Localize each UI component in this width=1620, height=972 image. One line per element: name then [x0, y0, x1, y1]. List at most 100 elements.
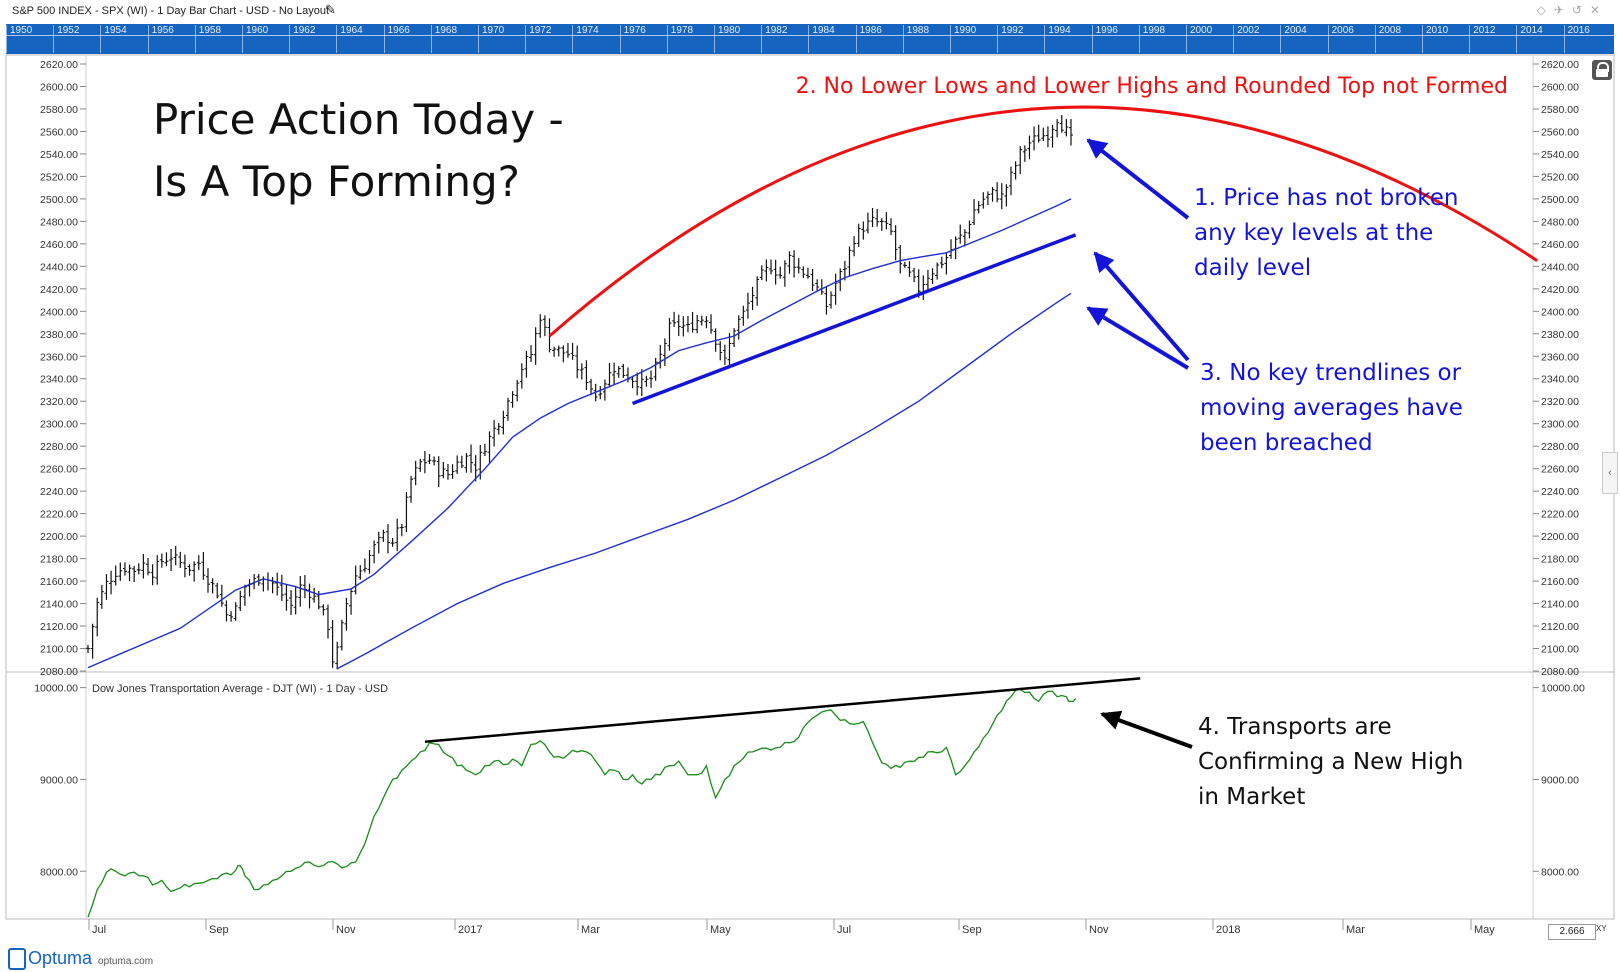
year-label-2016[interactable]: 2016	[1563, 25, 1590, 53]
year-label-1952[interactable]: 1952	[53, 25, 79, 53]
close-icon[interactable]: ✕	[1589, 3, 1608, 17]
year-label-2000[interactable]: 2000	[1186, 25, 1212, 53]
pin-icon[interactable]: ✈	[1553, 3, 1572, 17]
year-label-2012[interactable]: 2012	[1469, 25, 1495, 53]
year-label-1962[interactable]: 1962	[289, 25, 315, 53]
lock-icon[interactable]	[1592, 60, 1612, 80]
zoom-level-field[interactable]: 2.666	[1548, 924, 1596, 940]
year-label-1950[interactable]: 1950	[6, 25, 32, 53]
note-1-line-3: daily level	[1194, 255, 1311, 281]
year-label-1994[interactable]: 1994	[1044, 25, 1071, 53]
year-label-1990[interactable]: 1990	[950, 25, 976, 53]
window-controls[interactable]: ◇✈↺✕	[1537, 3, 1608, 17]
y-tick-label-right: 2360.00	[1541, 351, 1579, 363]
y-tick-label: 2080.00	[40, 666, 78, 678]
lower-y-tick-label: 10000.00	[34, 683, 78, 695]
year-label-1974[interactable]: 1974	[572, 25, 599, 53]
x-tick-label: Mar	[1346, 924, 1365, 936]
y-tick-label: 2220.00	[40, 509, 78, 521]
pen-icon[interactable]: ✎	[325, 2, 336, 17]
year-overview-bar[interactable]: 1950 1952 1954 1956 1958 1960 1962 1964 1966 1968…	[6, 24, 1614, 54]
lower-y-tick-label-right: 9000.00	[1541, 774, 1579, 786]
x-tick-label: Nov	[336, 924, 356, 936]
year-label-1982[interactable]: 1982	[761, 25, 787, 53]
y-tick-label: 2300.00	[40, 419, 78, 431]
y-tick-label: 2540.00	[40, 149, 78, 161]
x-tick-label: 2017	[458, 924, 482, 936]
y-tick-label-right: 2540.00	[1541, 149, 1579, 161]
year-label-1970[interactable]: 1970	[478, 25, 504, 53]
lower-y-tick-label-right: 10000.00	[1541, 683, 1585, 695]
year-label-2004[interactable]: 2004	[1280, 25, 1307, 53]
note-1-line-1: 1. Price has not broken	[1194, 185, 1458, 211]
note-4-line-2: Confirming a New High	[1198, 749, 1463, 775]
y-tick-label-right: 2460.00	[1541, 239, 1579, 251]
year-label-1996[interactable]: 1996	[1091, 25, 1118, 53]
y-tick-label-right: 2240.00	[1541, 486, 1579, 498]
x-tick-label: May	[1474, 924, 1495, 936]
y-tick-label-right: 2100.00	[1541, 644, 1579, 656]
year-label-1964[interactable]: 1964	[336, 25, 363, 53]
note-3-line-1: 3. No key trendlines or	[1200, 360, 1462, 386]
year-label-1958[interactable]: 1958	[194, 25, 221, 53]
year-label-1956[interactable]: 1956	[147, 25, 174, 53]
y-tick-label: 2340.00	[40, 374, 78, 386]
y-tick-label: 2380.00	[40, 329, 78, 341]
year-label-2006[interactable]: 2006	[1327, 25, 1354, 53]
xy-toggle[interactable]: XY	[1596, 924, 1607, 933]
y-tick-label: 2100.00	[40, 644, 78, 656]
refresh-icon[interactable]: ↺	[1571, 3, 1590, 17]
year-label-1954[interactable]: 1954	[100, 25, 127, 53]
year-label-1968[interactable]: 1968	[430, 25, 457, 53]
optuma-logo-icon	[8, 948, 26, 971]
upper-right-y-axis: 2620.00 2600.00 2580.00 2560.00 2540.00 2520.…	[1533, 59, 1579, 678]
year-label-1976[interactable]: 1976	[619, 25, 646, 53]
y-tick-label-right: 2500.00	[1541, 194, 1579, 206]
x-tick-label: Jul	[92, 924, 106, 936]
year-label-2002[interactable]: 2002	[1233, 25, 1259, 53]
diamond-icon[interactable]: ◇	[1536, 3, 1554, 17]
year-label-1988[interactable]: 1988	[902, 25, 929, 53]
y-tick-label-right: 2420.00	[1541, 284, 1579, 296]
y-tick-label: 2600.00	[40, 81, 78, 93]
note-1-line-2: any key levels at the	[1194, 220, 1433, 246]
brand-site: optuma.com	[98, 956, 154, 967]
y-tick-label: 2440.00	[40, 261, 78, 273]
year-label-2008[interactable]: 2008	[1374, 25, 1401, 53]
y-tick-label-right: 2320.00	[1541, 396, 1579, 408]
x-tick-label: Sep	[962, 924, 982, 936]
year-label-1998[interactable]: 1998	[1138, 25, 1165, 53]
year-label-1986[interactable]: 1986	[855, 25, 882, 53]
year-label-1980[interactable]: 1980	[714, 25, 740, 53]
arrow-to-transports	[1100, 710, 1193, 749]
moving-averages	[87, 198, 1072, 670]
y-tick-label: 2360.00	[40, 351, 78, 363]
y-tick-label-right: 2620.00	[1541, 59, 1579, 71]
moving-average-line-1	[87, 198, 1072, 669]
year-label-2014[interactable]: 2014	[1516, 25, 1543, 53]
y-tick-label: 2180.00	[40, 554, 78, 566]
y-tick-label: 2400.00	[40, 306, 78, 318]
y-tick-label-right: 2400.00	[1541, 306, 1579, 318]
year-label-1992[interactable]: 1992	[997, 25, 1023, 53]
y-tick-label-right: 2440.00	[1541, 261, 1579, 273]
year-label-1984[interactable]: 1984	[808, 25, 835, 53]
expand-left-chevron-icon[interactable]: ‹	[1602, 452, 1618, 494]
y-tick-label-right: 2200.00	[1541, 531, 1579, 543]
year-label-1972[interactable]: 1972	[525, 25, 551, 53]
note-4-line-1: 4. Transports are	[1198, 714, 1392, 740]
year-label-1978[interactable]: 1978	[666, 25, 693, 53]
y-tick-label-right: 2560.00	[1541, 126, 1579, 138]
year-label-2010[interactable]: 2010	[1422, 25, 1448, 53]
lower-right-y-axis: 10000.00 9000.00 8000.00	[1533, 683, 1585, 878]
year-label-1960[interactable]: 1960	[242, 25, 268, 53]
year-label-1966[interactable]: 1966	[383, 25, 410, 53]
price-bars	[86, 114, 1073, 670]
transports-line	[87, 688, 1077, 918]
y-tick-label-right: 2380.00	[1541, 329, 1579, 341]
y-tick-label-right: 2480.00	[1541, 216, 1579, 228]
annotation-arrows	[1086, 138, 1193, 749]
year-bar-history-line	[6, 35, 1614, 36]
rounded-top-group	[548, 105, 1538, 338]
